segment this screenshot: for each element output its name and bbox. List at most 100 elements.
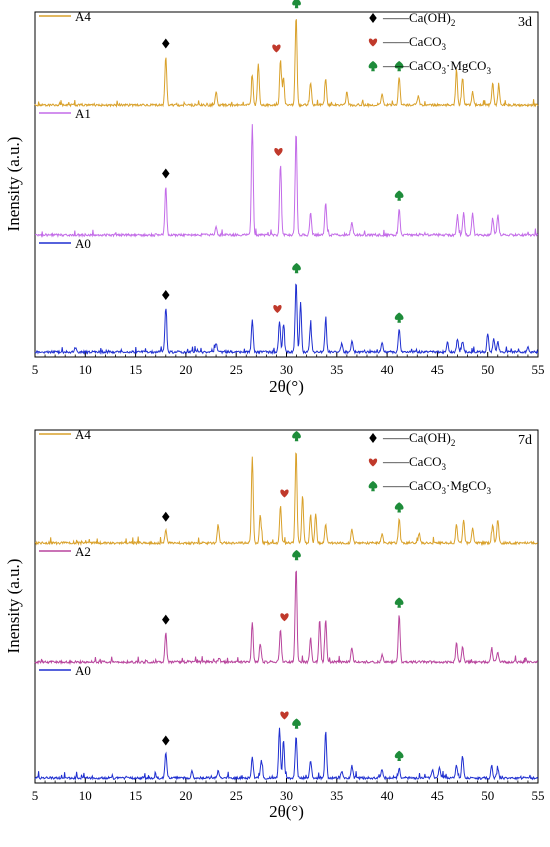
series-name-label: A4: [75, 9, 91, 24]
spade-marker: [394, 750, 404, 762]
panel-label: 3d: [518, 15, 532, 30]
x-tick-label: 35: [330, 788, 343, 803]
peak-marker-spade: [394, 502, 404, 513]
spade-marker: [394, 190, 404, 201]
peak-marker-spade: [394, 597, 404, 608]
peak-marker-heart: [272, 44, 281, 53]
peak-marker-spade: [394, 750, 404, 762]
peak-marker-spade: [292, 263, 301, 274]
series-line-A2: [34, 570, 539, 666]
x-tick-label: 45: [431, 362, 444, 377]
x-tick-label: 40: [381, 362, 394, 377]
diamond-marker: [369, 433, 377, 443]
peak-marker-spade: [394, 190, 404, 201]
y-axis-label: Inensity (a.u.): [4, 559, 23, 654]
legend-entry-diamond: ——Ca(OH)2: [382, 10, 455, 28]
spade-marker: [394, 597, 404, 608]
spade-marker: [292, 550, 301, 561]
peak-marker-spade: [292, 718, 301, 729]
peak-marker-spade: [292, 0, 301, 9]
x-tick-label: 35: [330, 362, 343, 377]
x-tick-label: 20: [179, 788, 192, 803]
heart-marker: [368, 38, 378, 47]
x-tick-label: 40: [381, 788, 394, 803]
series-line-A0: [34, 727, 539, 781]
y-axis-label: Inensity (a.u.): [4, 137, 23, 232]
x-tick-label: 10: [79, 362, 92, 377]
x-axis-label: 2θ(°): [269, 377, 304, 396]
series-name-label: A4: [75, 427, 91, 442]
heart-marker: [280, 489, 289, 498]
diamond-marker: [162, 735, 170, 746]
x-tick-label: 5: [32, 362, 39, 377]
legend-entry-diamond: ——Ca(OH)2: [382, 430, 455, 448]
series-name-label: A2: [75, 544, 91, 559]
heart-marker: [280, 711, 289, 720]
diamond-marker: [162, 38, 170, 49]
x-axis-label: 2θ(°): [269, 802, 304, 821]
legend: ——Ca(OH)2 ——CaCO3 ——CaCO3·MgCO3: [368, 10, 491, 76]
series-name-label: A1: [75, 106, 91, 121]
x-tick-label: 50: [481, 362, 494, 377]
x-tick-label: 15: [129, 788, 142, 803]
legend-entry-heart: ——CaCO3: [382, 454, 447, 472]
diamond-marker: [162, 614, 170, 625]
peak-marker-heart: [273, 305, 282, 313]
peak-marker-heart: [280, 613, 289, 622]
peak-marker-heart: [280, 489, 289, 498]
legend-entry-spade: ——CaCO3·MgCO3: [382, 478, 491, 496]
heart-marker: [273, 305, 282, 313]
x-tick-label: 25: [230, 362, 243, 377]
legend-entry-spade: ——CaCO3·MgCO3: [382, 58, 491, 76]
diamond-marker: [162, 168, 170, 179]
spade-marker: [394, 61, 404, 72]
spade-marker: [368, 481, 378, 492]
spade-marker: [394, 502, 404, 513]
spade-marker: [292, 263, 301, 274]
chart-panel-7d: 5 10 15 20 25 30 35 40 45 50 55 2θ(°) Inensity (a.u.…: [4, 427, 545, 821]
spade-marker: [394, 312, 404, 323]
peak-marker-heart: [280, 711, 289, 720]
legend-entry-heart: ——CaCO3: [382, 34, 447, 52]
spade-marker: [292, 0, 301, 9]
peak-marker-diamond: [162, 614, 170, 625]
diamond-marker: [162, 290, 170, 300]
peak-marker-heart: [274, 148, 283, 156]
series-name-label: A0: [75, 663, 91, 678]
heart-marker: [280, 613, 289, 622]
x-tick-label: 5: [32, 788, 39, 803]
peak-marker-diamond: [162, 290, 170, 300]
panel-label: 7d: [518, 433, 532, 448]
x-tick-label: 45: [431, 788, 444, 803]
peak-marker-spade: [292, 431, 301, 442]
diamond-marker: [162, 511, 170, 522]
series-line-A0: [34, 283, 539, 356]
series-line-A4: [34, 19, 539, 109]
spade-marker: [292, 431, 301, 442]
spade-marker: [292, 718, 301, 729]
diamond-marker: [369, 13, 377, 23]
x-tick-label: 30: [280, 788, 293, 803]
series-line-A1: [34, 124, 539, 238]
x-tick-label: 25: [230, 788, 243, 803]
spade-marker: [368, 61, 378, 72]
chart-panel-3d: 5 10 15 20 25 30 35 40 45 50 55 2θ(°) Inensity (a.u.…: [4, 0, 545, 396]
peak-marker-diamond: [162, 511, 170, 522]
peak-marker-spade: [394, 61, 404, 72]
x-tick-label: 10: [79, 788, 92, 803]
x-tick-label: 15: [129, 362, 142, 377]
peak-marker-spade: [292, 550, 301, 561]
heart-marker: [368, 458, 378, 467]
x-tick-label: 50: [481, 788, 494, 803]
peak-marker-spade: [394, 312, 404, 323]
series-line-A4: [34, 452, 538, 547]
x-tick-label: 55: [532, 362, 545, 377]
peak-marker-diamond: [162, 38, 170, 49]
x-tick-label: 55: [532, 788, 545, 803]
peak-marker-diamond: [162, 735, 170, 746]
heart-marker: [272, 44, 281, 53]
x-tick-label: 20: [179, 362, 192, 377]
peak-marker-diamond: [162, 168, 170, 179]
heart-marker: [274, 148, 283, 156]
